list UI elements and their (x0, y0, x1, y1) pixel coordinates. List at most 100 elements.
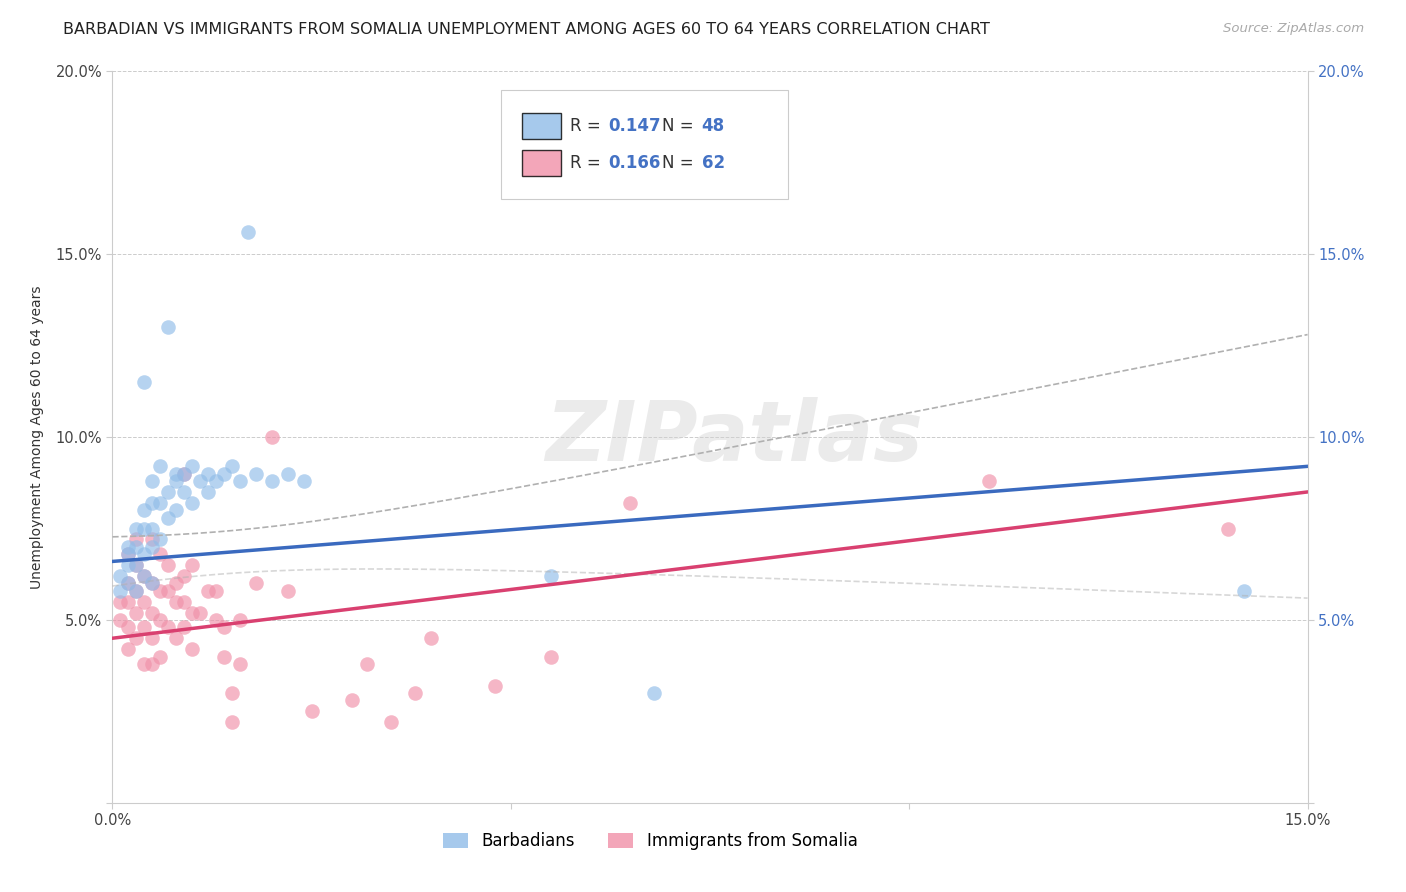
Point (540, 569, 562, 583)
Text: 0.147: 0.147 (609, 117, 661, 136)
Point (110, 583, 132, 598)
Point (212, 649, 235, 664)
Point (229, 613, 252, 627)
Point (157, 620, 180, 634)
Point (181, 606, 204, 620)
Point (173, 485, 195, 500)
Point (260, 430, 283, 444)
Point (149, 496, 172, 510)
Point (134, 620, 156, 634)
Point (404, 686, 426, 700)
Point (165, 576, 187, 591)
Point (125, 540, 148, 554)
Point (197, 583, 219, 598)
Text: N =: N = (662, 153, 699, 172)
FancyBboxPatch shape (523, 150, 561, 176)
Point (117, 558, 139, 573)
Point (117, 594, 139, 608)
Point (165, 594, 187, 608)
Point (125, 533, 148, 547)
Point (149, 459, 172, 474)
Point (1233, 583, 1256, 598)
Point (173, 467, 195, 481)
Point (141, 496, 163, 510)
Point (134, 503, 156, 517)
Point (245, 467, 267, 481)
Point (149, 649, 172, 664)
Point (165, 632, 187, 646)
Text: 48: 48 (702, 117, 724, 136)
Point (117, 547, 139, 561)
Point (181, 558, 204, 573)
Point (165, 467, 187, 481)
Point (134, 594, 156, 608)
Point (229, 657, 252, 671)
Point (277, 583, 299, 598)
Point (212, 467, 235, 481)
Point (221, 686, 243, 700)
Point (212, 620, 235, 634)
Text: ZIPatlas: ZIPatlas (546, 397, 922, 477)
Point (165, 503, 187, 517)
Point (141, 533, 163, 547)
Point (420, 632, 443, 646)
Point (149, 583, 172, 598)
Point (134, 657, 156, 671)
Point (197, 485, 219, 500)
Point (117, 540, 139, 554)
Point (125, 583, 148, 598)
Point (117, 576, 139, 591)
Point (141, 576, 163, 591)
Legend: Barbadians, Immigrants from Somalia: Barbadians, Immigrants from Somalia (436, 825, 865, 856)
Point (157, 510, 180, 524)
Point (205, 613, 228, 627)
Point (141, 521, 163, 535)
Point (540, 649, 562, 664)
Point (643, 686, 665, 700)
Point (197, 467, 219, 481)
Point (110, 569, 132, 583)
Text: R =: R = (571, 117, 606, 136)
Point (134, 375, 156, 389)
Point (157, 485, 180, 500)
Point (205, 474, 228, 488)
Point (125, 606, 148, 620)
Point (110, 613, 132, 627)
FancyBboxPatch shape (501, 90, 787, 200)
Point (125, 521, 148, 535)
Point (134, 569, 156, 583)
Point (117, 547, 139, 561)
Point (117, 642, 139, 657)
Point (165, 474, 187, 488)
Point (141, 657, 163, 671)
Point (134, 569, 156, 583)
Point (1216, 521, 1239, 535)
Point (125, 632, 148, 646)
Point (134, 547, 156, 561)
Point (173, 467, 195, 481)
Point (181, 642, 204, 657)
Text: 62: 62 (702, 153, 724, 172)
Point (125, 558, 148, 573)
Point (141, 540, 163, 554)
Point (110, 594, 132, 608)
Point (236, 225, 259, 239)
Point (141, 474, 163, 488)
Point (260, 474, 283, 488)
Point (141, 632, 163, 646)
Point (117, 576, 139, 591)
Point (149, 613, 172, 627)
Point (301, 705, 323, 719)
Point (380, 715, 402, 730)
Point (125, 558, 148, 573)
Point (356, 657, 378, 671)
Point (157, 558, 180, 573)
Point (173, 594, 195, 608)
Point (181, 459, 204, 474)
Point (173, 569, 195, 583)
Y-axis label: Unemployment Among Ages 60 to 64 years: Unemployment Among Ages 60 to 64 years (31, 285, 45, 589)
Point (149, 547, 172, 561)
Point (221, 715, 243, 730)
Text: BARBADIAN VS IMMIGRANTS FROM SOMALIA UNEMPLOYMENT AMONG AGES 60 TO 64 YEARS CORR: BARBADIAN VS IMMIGRANTS FROM SOMALIA UNE… (63, 22, 990, 37)
Point (188, 474, 211, 488)
